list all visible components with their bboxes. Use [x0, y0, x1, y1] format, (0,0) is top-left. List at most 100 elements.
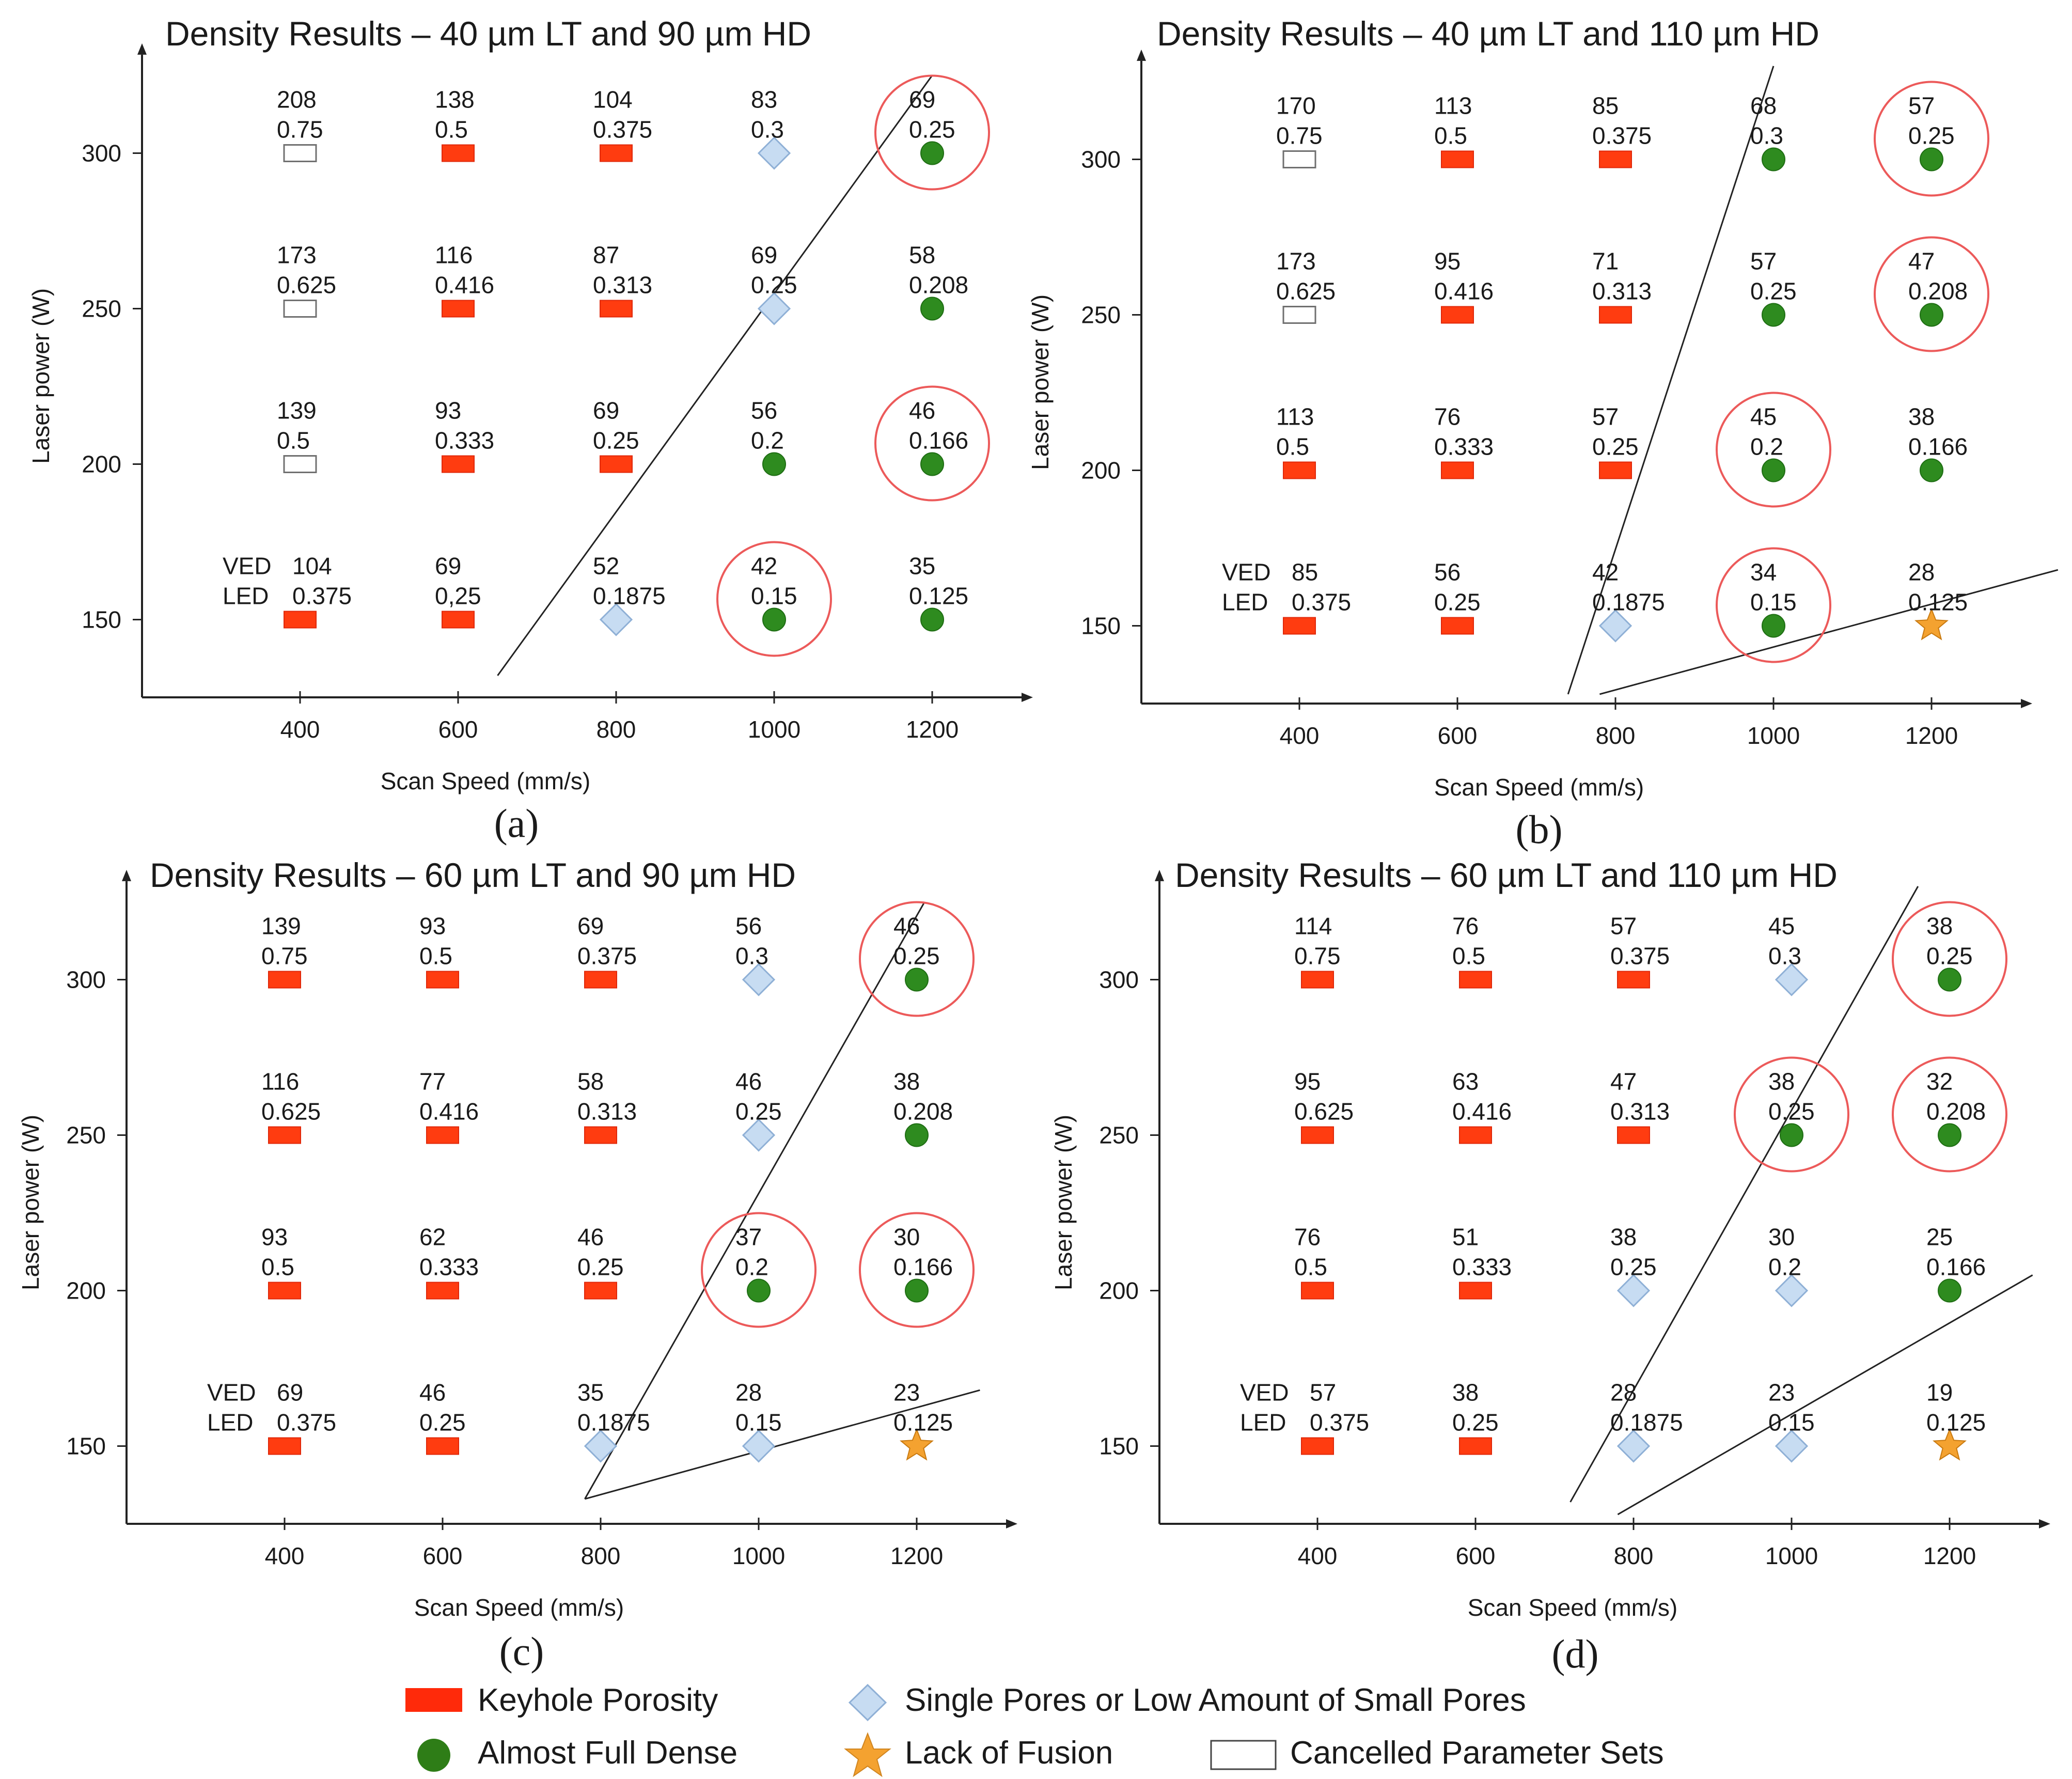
led-value: 0.416: [419, 1098, 479, 1125]
ved-value: 104: [292, 553, 332, 580]
led-row-label: LED: [207, 1409, 253, 1436]
x-axis-label: Scan Speed (mm/s): [381, 768, 590, 794]
ved-row-label: VED: [207, 1379, 256, 1406]
led-value: 0.25: [1926, 943, 1973, 970]
ved-value: 63: [1452, 1068, 1479, 1095]
x-tick-label: 600: [1438, 722, 1478, 749]
ved-value: 28: [1610, 1379, 1637, 1406]
almost-full-dense-point: [905, 1123, 929, 1147]
almost-full-dense-point: [1762, 458, 1785, 482]
x-tick-label: 600: [1456, 1542, 1496, 1569]
chart-panel-2: Density Results – 40 µm LT and 110 µm HD…: [1027, 14, 2059, 852]
led-value: 0.75: [1276, 122, 1323, 149]
ved-value: 208: [277, 86, 317, 113]
keyhole-porosity-point: [426, 971, 459, 989]
led-value: 0.75: [1294, 943, 1341, 970]
legend-dense-swatch: [417, 1739, 450, 1772]
x-tick-label: 1200: [890, 1542, 943, 1569]
ved-value: 76: [1452, 913, 1479, 940]
led-value: 0.313: [593, 272, 652, 299]
boundary-line: [1617, 1274, 2033, 1516]
led-value: 0.208: [909, 272, 968, 299]
y-tick-label: 200: [82, 451, 121, 478]
led-value: 0.208: [1926, 1098, 1986, 1125]
ved-value: 56: [751, 397, 777, 424]
almost-full-dense-point: [1762, 147, 1785, 171]
led-value: 0.208: [1908, 278, 1968, 305]
highlight-circle: [1716, 392, 1831, 508]
keyhole-porosity-point: [1283, 461, 1316, 479]
x-axis-label: Scan Speed (mm/s): [1468, 1594, 1677, 1621]
y-tick-label: 200: [66, 1277, 106, 1304]
led-value: 0.1875: [577, 1409, 650, 1436]
almost-full-dense-point: [920, 452, 944, 476]
ved-value: 51: [1452, 1224, 1479, 1251]
ved-value: 30: [1768, 1224, 1795, 1251]
ved-value: 93: [261, 1224, 288, 1251]
keyhole-porosity-point: [1441, 306, 1474, 324]
panel-label: (c): [499, 1629, 544, 1674]
led-value: 0.333: [435, 427, 494, 454]
y-tick-label: 250: [66, 1122, 106, 1149]
ved-value: 56: [1434, 559, 1461, 586]
led-value: 0.125: [909, 583, 968, 610]
ved-value: 95: [1434, 248, 1461, 275]
ved-value: 38: [1926, 913, 1953, 940]
almost-full-dense-point: [1762, 614, 1785, 638]
ved-value: 57: [1592, 403, 1619, 430]
led-value: 0.5: [1276, 433, 1309, 460]
y-axis-label: Laser power (W): [17, 1115, 44, 1290]
ved-value: 46: [893, 913, 920, 940]
ved-value: 38: [1768, 1068, 1795, 1095]
keyhole-porosity-point: [268, 971, 301, 989]
ved-value: 113: [1276, 403, 1314, 430]
ved-value: 69: [593, 397, 619, 424]
ved-value: 69: [909, 86, 935, 113]
x-tick-label: 400: [265, 1542, 305, 1569]
led-value: 0.25: [893, 943, 940, 970]
ved-value: 46: [577, 1224, 604, 1251]
led-value: 0.25: [1434, 589, 1481, 616]
led-value: 0.2: [735, 1254, 768, 1281]
led-value: 0.75: [261, 943, 308, 970]
led-value: 0.5: [1434, 122, 1467, 149]
keyhole-porosity-point: [268, 1282, 301, 1300]
small-pores-point: [757, 136, 791, 170]
led-value: 0.166: [1908, 433, 1968, 460]
highlight-circle: [859, 1212, 975, 1328]
ved-value: 32: [1926, 1068, 1953, 1095]
led-value: 0.1875: [593, 583, 666, 610]
y-axis-label: Laser power (W): [1027, 294, 1054, 470]
ved-value: 57: [1750, 248, 1777, 275]
keyhole-porosity-point: [1283, 617, 1316, 635]
led-row-label: LED: [1240, 1409, 1286, 1436]
y-tick-label: 150: [1099, 1433, 1139, 1460]
led-value: 0.25: [577, 1254, 624, 1281]
ved-value: 46: [419, 1379, 446, 1406]
legend-lack-swatch: [844, 1732, 891, 1777]
keyhole-porosity-point: [1599, 461, 1632, 479]
led-value: 0.625: [277, 272, 336, 299]
legend-keyhole-label: Keyhole Porosity: [478, 1682, 718, 1718]
led-value: 0.166: [909, 427, 968, 454]
small-pores-point: [742, 1429, 776, 1463]
led-value: 0.333: [419, 1254, 479, 1281]
led-value: 0.313: [1592, 278, 1652, 305]
led-value: 0.333: [1452, 1254, 1512, 1281]
led-value: 0.208: [893, 1098, 953, 1125]
lack-of-fusion-point: [1914, 607, 1949, 641]
ved-value: 138: [435, 86, 475, 113]
almost-full-dense-point: [905, 1278, 929, 1303]
ved-value: 76: [1434, 403, 1461, 430]
led-value: 0.375: [1592, 122, 1652, 149]
led-value: 0.2: [1768, 1254, 1801, 1281]
y-axis-arrow: [1137, 49, 1146, 61]
led-value: 0.1875: [1592, 589, 1665, 616]
x-axis-label: Scan Speed (mm/s): [414, 1594, 624, 1621]
legend-pores-label: Single Pores or Low Amount of Small Pore…: [905, 1682, 1526, 1718]
lack-of-fusion-point: [900, 1428, 934, 1461]
x-tick-label: 800: [1596, 722, 1636, 749]
legend-lack-label: Lack of Fusion: [905, 1735, 1113, 1771]
highlight-circle: [1874, 81, 1989, 197]
